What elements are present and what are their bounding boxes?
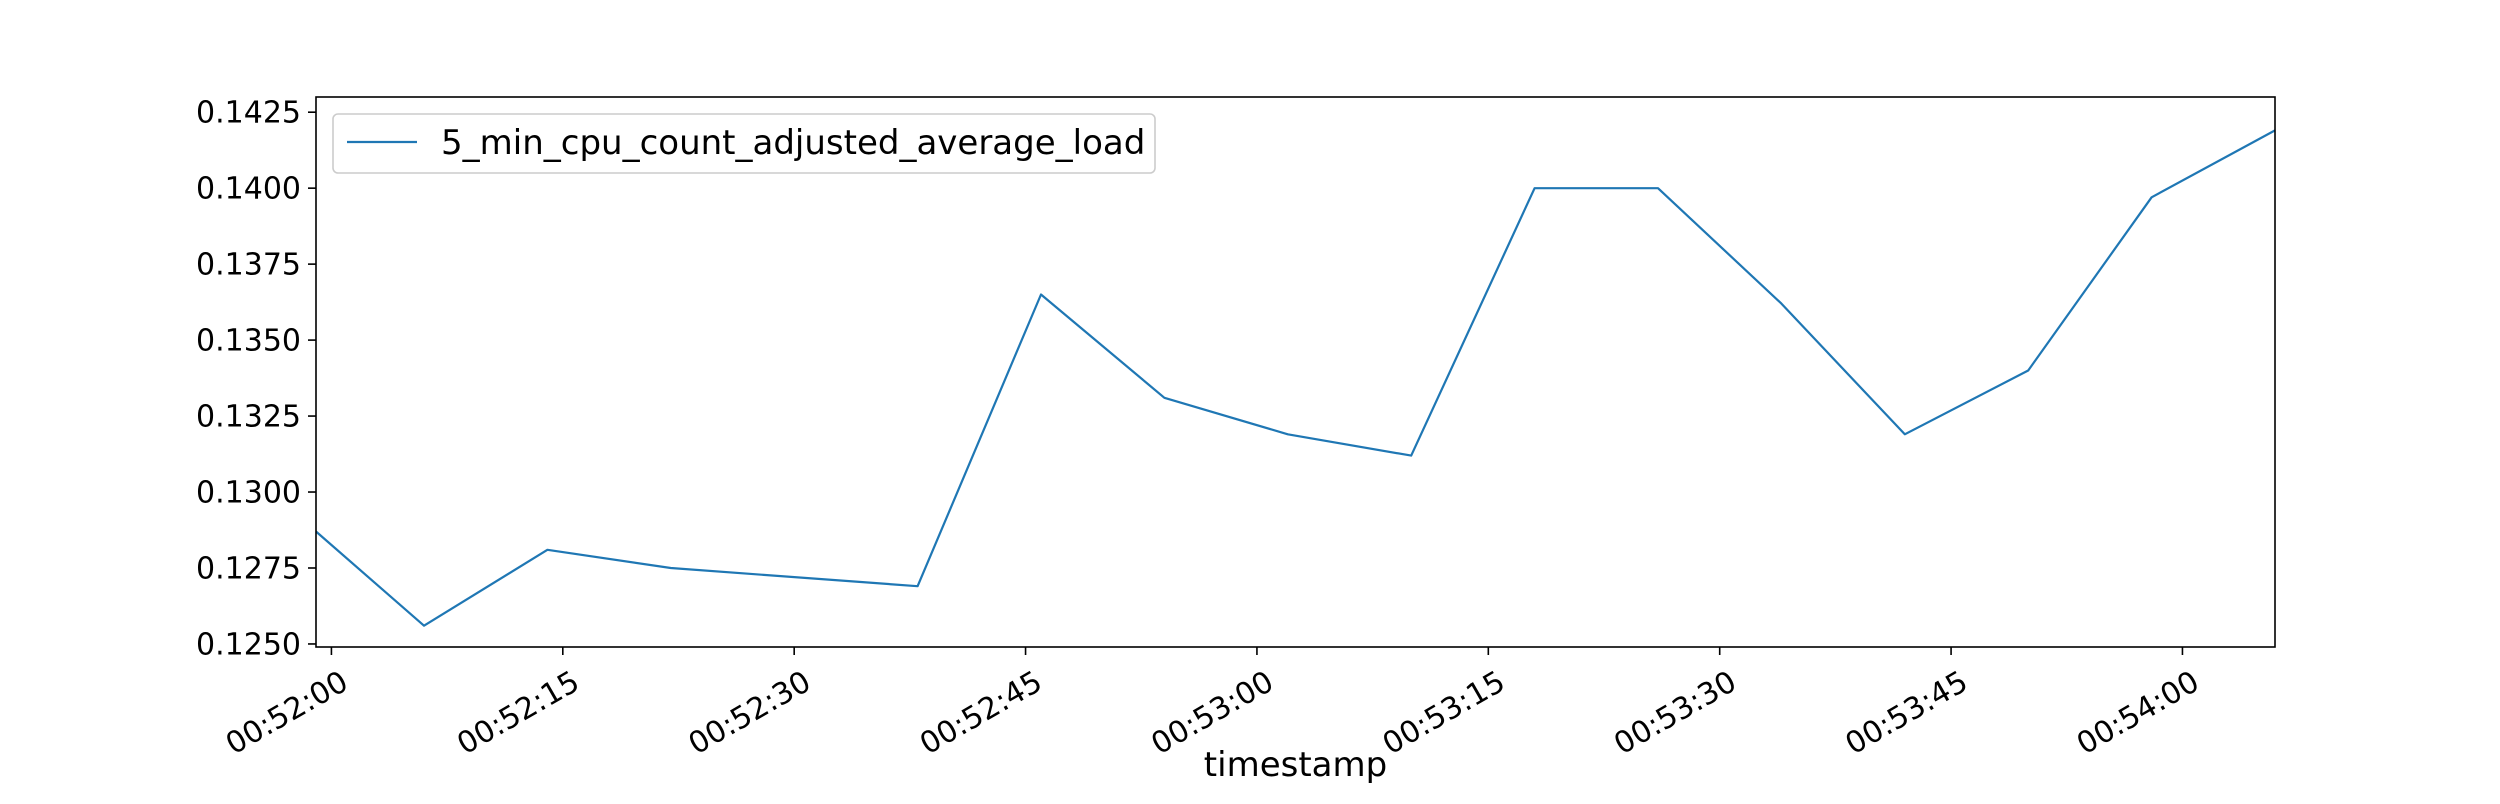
y-tick-label: 0.1400 — [196, 172, 301, 207]
x-tick-label: 00:53:45 — [1840, 664, 1974, 762]
x-tick-label: 00:52:00 — [220, 664, 354, 762]
plot-frame — [316, 97, 2275, 647]
x-tick-label: 00:52:30 — [683, 664, 817, 762]
legend-label: 5_min_cpu_count_adjusted_average_load — [441, 123, 1145, 163]
y-tick-label: 0.1375 — [196, 248, 301, 283]
x-tick-label: 00:53:30 — [1608, 664, 1742, 762]
plot-area — [316, 130, 2275, 625]
series-line — [316, 130, 2275, 625]
x-tick-label: 00:53:15 — [1377, 664, 1511, 762]
legend: 5_min_cpu_count_adjusted_average_load — [333, 114, 1155, 173]
y-tick-label: 0.1250 — [196, 627, 301, 662]
x-axis-label: timestamp — [1204, 745, 1387, 785]
y-tick-label: 0.1325 — [196, 400, 301, 435]
y-tick-label: 0.1350 — [196, 324, 301, 359]
y-axis: 0.1250 0.1275 0.1300 0.1325 0.1350 0.1375 0.14… — [196, 96, 316, 663]
x-tick-label: 00:52:15 — [451, 664, 585, 762]
x-tick-label: 00:54:00 — [2071, 664, 2205, 762]
y-tick-label: 0.1425 — [196, 96, 301, 131]
y-tick-label: 0.1275 — [196, 551, 301, 586]
x-tick-label: 00:52:45 — [914, 664, 1048, 762]
y-tick-label: 0.1300 — [196, 476, 301, 511]
